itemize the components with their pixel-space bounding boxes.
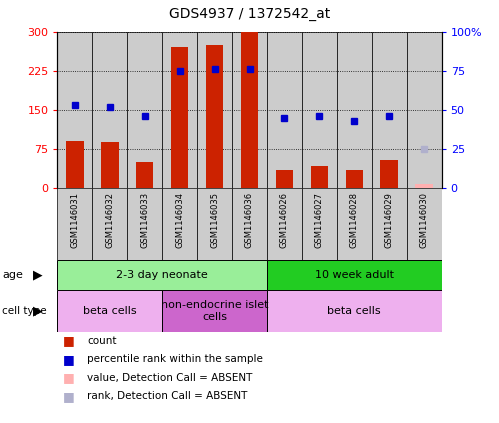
Text: beta cells: beta cells [327,306,381,316]
Text: GSM1146032: GSM1146032 [105,192,114,248]
Bar [372,32,407,188]
Text: GSM1146034: GSM1146034 [175,192,184,248]
Text: 2-3 day neonate: 2-3 day neonate [116,270,208,280]
Text: count: count [87,335,117,346]
Bar [267,32,302,188]
Bar [407,188,442,260]
Bar [197,32,232,188]
Text: GSM1146036: GSM1146036 [245,192,254,248]
Text: GSM1146031: GSM1146031 [70,192,79,248]
Text: rank, Detection Call = ABSENT: rank, Detection Call = ABSENT [87,391,248,401]
Text: GDS4937 / 1372542_at: GDS4937 / 1372542_at [169,7,330,21]
Bar [275,170,293,188]
Bar [92,188,127,260]
Bar [302,188,337,260]
Bar [415,184,433,188]
Bar [337,188,372,260]
Text: GSM1146035: GSM1146035 [210,192,219,248]
Text: ▶: ▶ [33,269,43,281]
Bar [241,32,258,188]
Bar [337,32,372,188]
Bar [267,188,302,260]
Bar [92,32,127,188]
Bar [162,290,267,332]
Text: ■: ■ [62,371,74,384]
Bar [66,141,84,188]
Text: GSM1146029: GSM1146029 [385,192,394,248]
Bar [407,32,442,188]
Text: GSM1146030: GSM1146030 [420,192,429,248]
Text: GSM1146028: GSM1146028 [350,192,359,248]
Bar [302,32,337,188]
Text: value, Detection Call = ABSENT: value, Detection Call = ABSENT [87,373,252,383]
Bar [57,260,267,290]
Bar [57,32,92,188]
Bar [197,188,232,260]
Bar [57,188,92,260]
Bar [232,188,267,260]
Bar [267,260,442,290]
Bar [57,290,162,332]
Bar [171,47,189,188]
Text: non-endocrine islet
cells: non-endocrine islet cells [161,300,268,322]
Text: GSM1146027: GSM1146027 [315,192,324,248]
Bar [162,188,197,260]
Text: GSM1146033: GSM1146033 [140,192,149,248]
Bar [267,290,442,332]
Text: age: age [2,270,23,280]
Bar [136,162,154,188]
Text: ▶: ▶ [33,305,43,317]
Text: beta cells: beta cells [83,306,137,316]
Bar [345,170,363,188]
Text: ■: ■ [62,390,74,403]
Text: cell type: cell type [2,306,47,316]
Text: percentile rank within the sample: percentile rank within the sample [87,354,263,364]
Bar [380,159,398,188]
Text: ■: ■ [62,353,74,365]
Bar [310,166,328,188]
Bar [127,32,162,188]
Text: GSM1146026: GSM1146026 [280,192,289,248]
Bar [162,32,197,188]
Text: ■: ■ [62,334,74,347]
Text: 10 week adult: 10 week adult [315,270,394,280]
Bar [101,142,119,188]
Bar [206,45,224,188]
Bar [372,188,407,260]
Bar [232,32,267,188]
Bar [127,188,162,260]
